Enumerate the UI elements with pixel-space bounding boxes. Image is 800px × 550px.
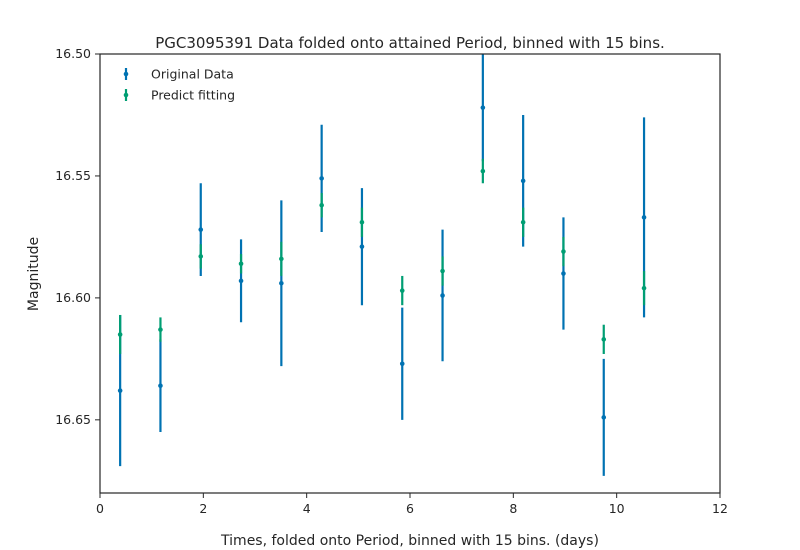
data-point [279,280,284,286]
data-point [198,254,204,259]
data-point [601,337,607,342]
data-point [480,105,486,110]
y-tick-label: 16.65 [55,412,91,427]
data-point [641,215,647,220]
data-point [480,168,486,174]
data-point [359,219,365,225]
y-tick-label: 16.55 [55,168,91,183]
plot-frame [99,53,721,494]
legend: Original Data Predict fitting [123,67,235,103]
x-tick-label: 0 [96,501,104,516]
data-point [641,285,647,291]
data-point [399,361,405,367]
data-point [158,383,163,388]
data-point [198,227,204,232]
data-point [440,293,445,298]
data-point [158,327,163,332]
legend-marker-point [123,71,129,77]
data-point [117,388,123,393]
y-axis-label: Magnitude [26,237,42,311]
y-tick-label: 16.60 [55,290,91,305]
y-axis: 16.50 16.55 16.60 16.65 [55,46,100,427]
x-tick-label: 4 [303,501,311,516]
legend-marker-point [123,92,129,98]
data-point [319,176,324,181]
series-predict-fitting [117,158,647,354]
data-point [520,178,526,184]
x-tick-label: 8 [509,501,517,516]
data-point [238,278,244,284]
data-point [561,249,566,254]
data-point [440,268,445,274]
data-point [117,332,123,337]
data-point [601,415,607,420]
data-point [561,271,566,276]
x-tick-label: 12 [712,501,728,516]
data-point [238,261,244,267]
x-axis: 0 2 4 6 8 10 12 [96,493,728,516]
x-tick-label: 10 [609,501,625,516]
data-point [399,288,405,293]
legend-label: Predict fitting [151,88,235,103]
data-point [319,202,324,208]
plot-area [117,54,647,476]
data-point [520,219,526,225]
legend-label: Original Data [151,67,234,82]
chart-title: PGC3095391 Data folded onto attained Per… [155,34,665,52]
data-point [279,256,284,262]
y-tick-label: 16.50 [55,46,91,61]
data-point [359,244,365,249]
x-tick-label: 6 [406,501,414,516]
x-tick-label: 2 [199,501,207,516]
series-original-data [117,54,647,476]
x-axis-label: Times, folded onto Period, binned with 1… [220,533,599,549]
